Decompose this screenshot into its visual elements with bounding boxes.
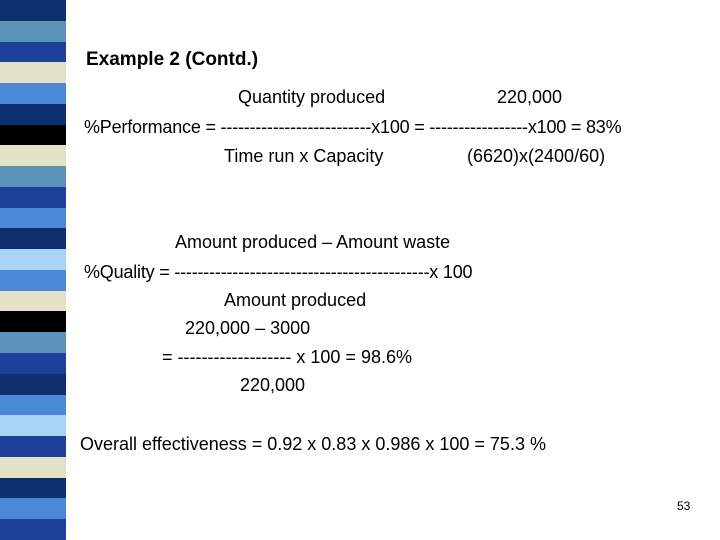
stripe-segment bbox=[0, 477, 66, 499]
stripe-segment bbox=[0, 124, 66, 146]
quality-equation-value: = ------------------- x 100 = 98.6% bbox=[162, 347, 412, 367]
quality-numerator-label: Amount produced – Amount waste bbox=[175, 232, 451, 252]
stripe-segment bbox=[0, 269, 66, 291]
quality-numerator-value: 220,000 – 3000 bbox=[185, 318, 311, 338]
stripe-segment bbox=[0, 436, 66, 457]
stripe-segment bbox=[0, 228, 66, 250]
performance-numerator-label: Quantity produced bbox=[238, 87, 386, 107]
stripe-segment bbox=[0, 207, 66, 229]
performance-denominator-value: (6620)x(2400/60) bbox=[467, 146, 606, 166]
stripe-segment bbox=[0, 290, 66, 312]
stripe-segment bbox=[0, 166, 66, 187]
stripe-segment bbox=[0, 145, 66, 167]
stripe-segment bbox=[0, 20, 66, 42]
stripe-segment bbox=[0, 456, 66, 478]
stripe-segment bbox=[0, 394, 66, 416]
stripe-segment bbox=[0, 415, 66, 437]
stripe-segment bbox=[0, 519, 66, 540]
performance-denominator-label: Time run x Capacity bbox=[224, 146, 384, 166]
quality-equation: %Quality = -----------------------------… bbox=[84, 262, 473, 282]
overall-effectiveness: Overall effectiveness = 0.92 x 0.83 x 0.… bbox=[80, 434, 546, 454]
stripe-segment bbox=[0, 103, 66, 125]
stripe-segment bbox=[0, 311, 66, 333]
stripe-segment bbox=[0, 249, 66, 270]
stripe-segment bbox=[0, 373, 66, 395]
stripe-segment bbox=[0, 353, 66, 374]
stripe-segment bbox=[0, 62, 66, 84]
slide-title: Example 2 (Contd.) bbox=[86, 49, 259, 70]
stripe-segment bbox=[0, 498, 66, 520]
performance-equation: %Performance = -------------------------… bbox=[84, 117, 622, 137]
page-number: 53 bbox=[677, 499, 691, 513]
stripe-segment bbox=[0, 332, 66, 354]
stripe-segment bbox=[0, 41, 66, 63]
stripe-segment bbox=[0, 0, 66, 21]
stripe-segment bbox=[0, 83, 66, 104]
stripe-segment bbox=[0, 186, 66, 208]
decorative-color-stripe bbox=[0, 0, 66, 540]
performance-numerator-value: 220,000 bbox=[497, 87, 563, 107]
quality-denominator-value: 220,000 bbox=[240, 375, 306, 395]
quality-denominator-label: Amount produced bbox=[224, 290, 367, 310]
